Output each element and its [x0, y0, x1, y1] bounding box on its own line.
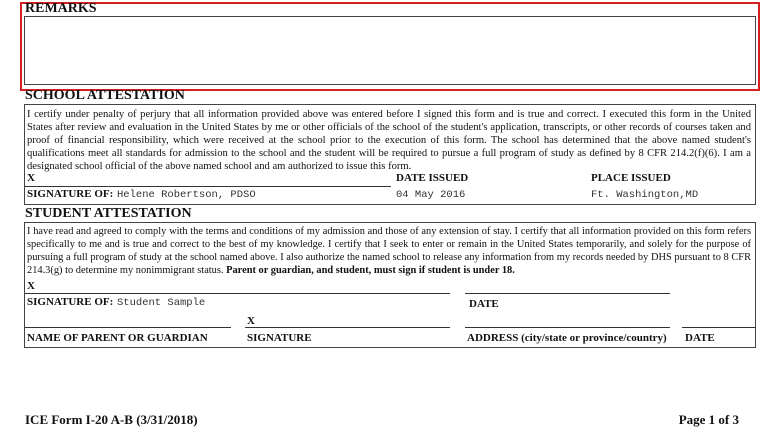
student-attestation-body: I have read and agreed to comply with th…: [27, 226, 751, 276]
student-attestation-text: I have read and agreed to comply with th…: [27, 225, 751, 277]
remarks-title: REMARKS: [25, 1, 97, 16]
remarks-field[interactable]: [24, 16, 756, 85]
date-issued-label: DATE ISSUED: [396, 172, 469, 184]
school-attestation-text: I certify under penalty of perjury that …: [27, 109, 751, 172]
place-issued-label: PLACE ISSUED: [591, 172, 671, 184]
school-attestation-box: I certify under penalty of perjury that …: [24, 104, 756, 205]
parent-date-line: [682, 327, 755, 328]
parent-signature-line: [245, 327, 450, 328]
remarks-highlight: [20, 2, 760, 91]
school-x-mark: X: [27, 172, 35, 184]
page-number: Page 1 of 3: [678, 412, 739, 427]
school-signature-value: Helene Robertson, PDSO: [117, 189, 256, 201]
parent-address-label: ADDRESS (city/state or province/country): [467, 332, 667, 344]
school-signature-label: SIGNATURE OF:: [27, 188, 114, 200]
student-signature-line: [25, 293, 450, 294]
parent-address-line: [465, 327, 670, 328]
student-attestation-box: I have read and agreed to comply with th…: [24, 222, 756, 348]
student-attestation-title: STUDENT ATTESTATION: [25, 206, 192, 221]
student-x-mark: X: [27, 280, 35, 292]
place-issued-value: Ft. Washington,MD: [591, 189, 699, 201]
student-signature-label: SIGNATURE OF:: [27, 296, 114, 308]
student-signature-value: Student Sample: [117, 297, 206, 309]
parent-x-mark: X: [247, 315, 255, 327]
student-attestation-bold: Parent or guardian, and student, must si…: [226, 265, 515, 276]
school-attestation-title: SCHOOL ATTESTATION: [25, 88, 185, 103]
parent-signature-label: SIGNATURE: [247, 332, 312, 344]
student-date-line: [465, 293, 670, 294]
student-date-label: DATE: [469, 298, 499, 310]
date-issued-value: 04 May 2016: [396, 189, 466, 201]
parent-date-label: DATE: [685, 332, 715, 344]
form-id: ICE Form I-20 A-B (3/31/2018): [25, 412, 198, 427]
parent-name-line: [25, 327, 231, 328]
parent-name-label: NAME OF PARENT OR GUARDIAN: [27, 332, 208, 344]
school-signature-line: [25, 186, 391, 187]
